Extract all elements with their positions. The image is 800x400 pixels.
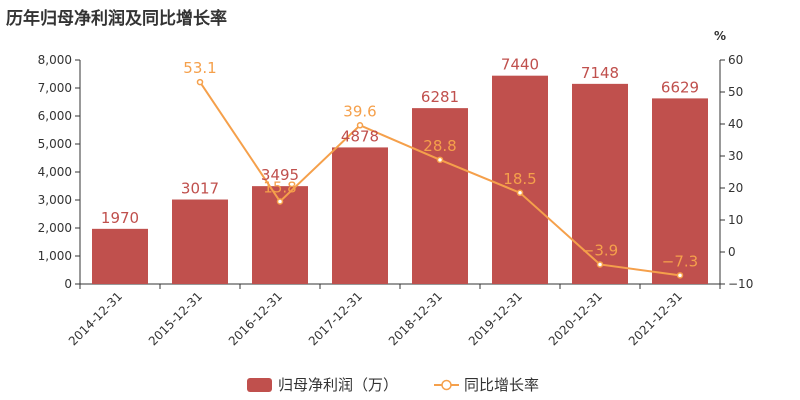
bar-value-label: 1970 [101, 209, 139, 227]
bar [492, 75, 548, 285]
y-right-tick-label: 40 [728, 117, 743, 131]
bar [172, 199, 228, 284]
growth-point [356, 122, 364, 129]
bar-value-label: 6629 [661, 78, 699, 96]
bar-value-label: 3017 [181, 180, 219, 198]
growth-point [516, 189, 524, 197]
growth-value-label: 18.5 [503, 170, 536, 188]
data-labels: 1970 3017 3495 4878 6281 7440 7148 6629 53.1 15.8… [101, 56, 699, 271]
x-category-label: 2021-12-31 [626, 289, 685, 348]
y-right-tick-label: 20 [728, 181, 743, 195]
bar-value-label: 7440 [501, 56, 539, 74]
bar [92, 228, 148, 284]
legend-bar-swatch [247, 378, 272, 392]
y-left-tick-label: 6,000 [38, 109, 72, 123]
growth-value-label: 28.8 [423, 137, 456, 155]
growth-value-label: −7.3 [662, 252, 698, 270]
growth-point [196, 78, 204, 86]
bar-value-label: 4878 [341, 127, 379, 145]
y-right-tick-label: −10 [728, 277, 753, 291]
bar [652, 98, 708, 284]
y-left-tick-label: 2,000 [38, 221, 72, 235]
line-series [196, 78, 684, 279]
growth-point [676, 272, 684, 279]
y-right-tick-label: 50 [728, 85, 743, 99]
growth-value-label: 39.6 [343, 102, 376, 120]
legend-bar-label: 归母净利润（万） [278, 376, 398, 394]
x-category-label: 2016-12-31 [226, 289, 285, 348]
y-left-tick-label: 3,000 [38, 193, 72, 207]
y-left-tick-label: 5,000 [38, 137, 72, 151]
y-right-unit-label: % [714, 29, 726, 43]
legend-line-label: 同比增长率 [464, 376, 539, 394]
growth-point [276, 198, 284, 205]
x-category-label: 2014-12-31 [66, 289, 125, 348]
x-category-label: 2019-12-31 [466, 289, 525, 348]
y-left-tick-label: 8,000 [38, 53, 72, 67]
x-category-label: 2015-12-31 [146, 289, 205, 348]
growth-point [436, 156, 444, 164]
y-left-tick-label: 7,000 [38, 81, 72, 95]
y-right-tick-label: 10 [728, 213, 743, 227]
y-right-tick-label: 0 [728, 245, 736, 259]
growth-point [596, 261, 604, 268]
bar [412, 108, 468, 284]
y-right-tick-label: 30 [728, 149, 743, 163]
bar-value-label: 7148 [581, 64, 619, 82]
chart-title: 历年归母净利润及同比增长率 [6, 9, 227, 29]
y-left-tick-label: 0 [64, 277, 72, 291]
y-left-tick-label: 4,000 [38, 165, 72, 179]
bar-value-label: 6281 [421, 88, 459, 106]
y-right-tick-label: 60 [728, 53, 743, 67]
axes: 0 1,000 2,000 3,000 4,000 5,000 6,000 7,000 8,00… [38, 29, 754, 348]
bar [332, 147, 388, 284]
bar [572, 83, 628, 284]
growth-value-label: 15.8 [263, 178, 296, 196]
growth-value-label: −3.9 [582, 241, 618, 259]
y-left-tick-label: 1,000 [38, 249, 72, 263]
bar-value-label: 3495 [261, 166, 299, 184]
x-category-label: 2020-12-31 [546, 289, 605, 348]
legend-line-marker [441, 379, 452, 391]
legend[interactable]: 归母净利润（万） 同比增长率 [247, 376, 539, 394]
x-category-label: 2018-12-31 [386, 289, 445, 348]
growth-value-label: 53.1 [183, 59, 216, 77]
x-category-label: 2017-12-31 [306, 289, 365, 348]
